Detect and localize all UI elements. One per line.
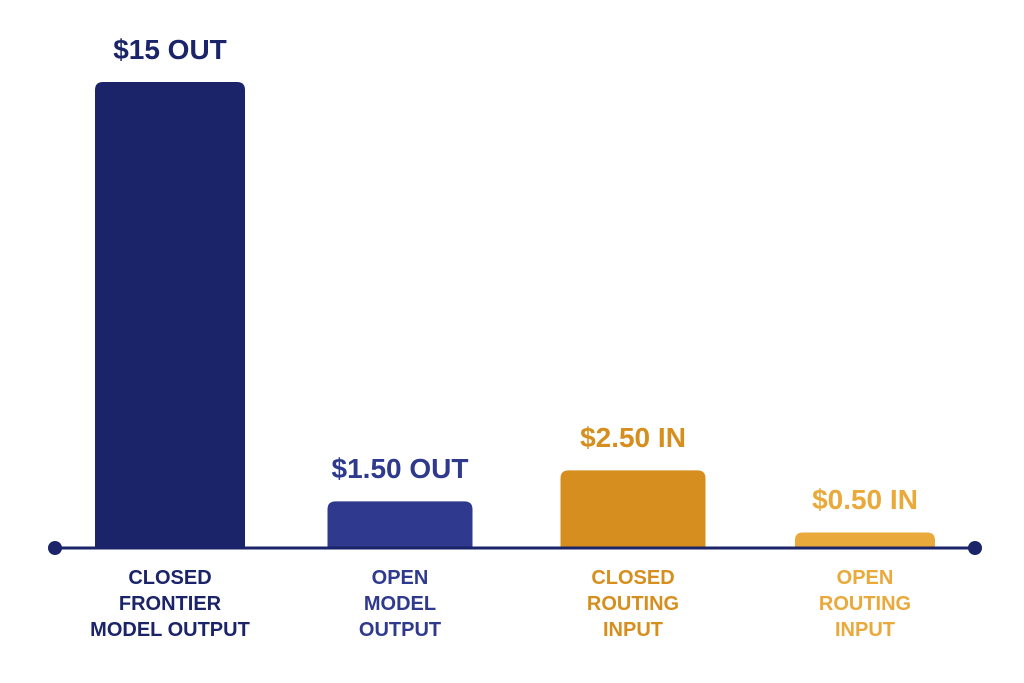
value-label: $15 OUT: [113, 34, 227, 65]
bar: [560, 470, 706, 548]
axis-end: [48, 541, 62, 555]
value-label: $0.50 IN: [812, 484, 918, 516]
value-label: $1.50 OUT: [331, 453, 469, 485]
category-label: CLOSED FRONTIER MODEL OUTPUT: [90, 567, 250, 641]
bar: [95, 82, 245, 548]
category-label: OPEN MODEL OUTPUT: [358, 567, 442, 641]
bar: [795, 532, 935, 548]
axis-end: [968, 541, 982, 555]
value-label: $2.50 IN: [580, 422, 686, 454]
category-label: OPEN ROUTING INPUT: [818, 567, 912, 641]
category-label: CLOSED ROUTING INPUT: [586, 567, 680, 641]
bar: [327, 501, 473, 548]
